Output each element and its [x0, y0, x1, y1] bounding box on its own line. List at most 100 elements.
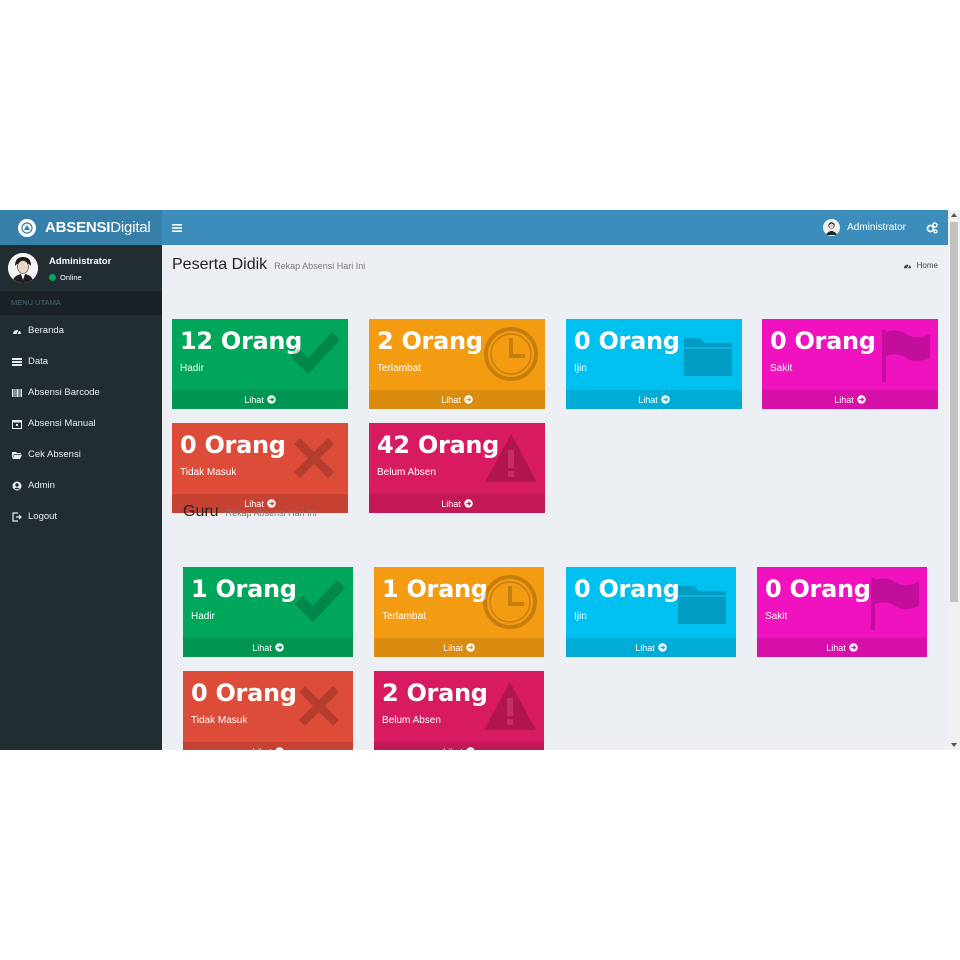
info-box-sakit: 0 Orang Sakit Lihat — [757, 567, 927, 657]
arrow-circle-right-icon — [857, 395, 866, 404]
info-box-link[interactable]: Lihat — [183, 742, 353, 750]
info-box-tidak-masuk: 0 Orang Tidak Masuk Lihat — [172, 423, 348, 513]
warning-icon — [484, 682, 536, 730]
logo-icon — [18, 218, 36, 237]
arrow-circle-right-icon — [466, 643, 475, 652]
sidebar-item-admin[interactable]: Admin — [0, 470, 162, 501]
info-box-label: Hadir — [191, 611, 215, 622]
info-box-label: Ijin — [574, 363, 587, 374]
section-title: Guru — [183, 503, 219, 520]
info-box-belum-absen: 42 Orang Belum Absen Lihat — [369, 423, 545, 513]
status-text: Online — [60, 273, 82, 282]
user-circle-icon — [12, 481, 22, 490]
check-icon — [295, 580, 345, 622]
scrollbar-thumb[interactable] — [950, 222, 958, 602]
arrow-circle-right-icon — [464, 395, 473, 404]
info-box-link[interactable]: Lihat — [369, 494, 545, 513]
info-box-tidak-masuk: 0 Orang Tidak Masuk Lihat — [183, 671, 353, 750]
arrow-circle-right-icon — [849, 643, 858, 652]
info-box-link[interactable]: Lihat — [374, 742, 544, 750]
sidebar-item-cek-absensi[interactable]: Cek Absensi — [0, 439, 162, 470]
info-box-link-label: Lihat — [244, 394, 264, 405]
dashboard-icon — [903, 264, 911, 269]
arrow-circle-right-icon — [658, 643, 667, 652]
arrow-circle-right-icon — [275, 643, 284, 652]
info-box-belum-absen: 2 Orang Belum Absen Lihat — [374, 671, 544, 750]
section-subtitle: Rekap Absensi Hari Ini — [225, 508, 317, 518]
info-box-label: Tidak Masuk — [180, 467, 237, 478]
warning-icon — [485, 434, 537, 482]
user-panel: Administrator Online — [0, 245, 162, 291]
section-subtitle: Rekap Absensi Hari Ini — [274, 261, 366, 271]
dashboard-icon — [13, 329, 21, 334]
clock-icon — [483, 575, 537, 629]
info-box-link[interactable]: Lihat — [369, 390, 545, 409]
info-box-label: Sakit — [765, 611, 788, 622]
sign-out-icon — [12, 511, 22, 522]
info-box-label: Sakit — [770, 363, 793, 374]
info-box-link-label: Lihat — [244, 498, 264, 509]
scroll-up-icon[interactable] — [951, 213, 957, 217]
list-icon — [12, 357, 22, 366]
info-box-link-label: Lihat — [441, 498, 461, 509]
sidebar-user-name: Administrator — [49, 256, 112, 267]
sidebar-item-label: Logout — [28, 511, 58, 522]
info-box-value: 1 Orang — [191, 575, 297, 603]
calendar-icon — [12, 419, 22, 429]
info-box-value: 0 Orang — [574, 575, 680, 603]
info-box-label: Belum Absen — [382, 715, 441, 726]
section-title: Peserta Didik — [172, 256, 268, 273]
sidebar-menu: Beranda Data Absensi Barcode Absensi Manual… — [0, 315, 162, 532]
info-box-value: 0 Orang — [180, 431, 286, 459]
sidebar: Administrator Online MENU UTAMA Beranda D… — [0, 245, 162, 750]
info-box-hadir: 12 Orang Hadir Lihat — [172, 319, 348, 409]
app-logo[interactable]: ABSENSIDigital — [0, 210, 162, 245]
top-navbar: Administrator — [162, 210, 948, 245]
info-box-link[interactable]: Lihat — [183, 638, 353, 657]
breadcrumb[interactable]: Home — [903, 261, 938, 270]
sidebar-item-absensi-barcode[interactable]: Absensi Barcode — [0, 377, 162, 408]
arrow-circle-right-icon — [267, 499, 276, 508]
info-box-terlambat: 2 Orang Terlambat Lihat — [369, 319, 545, 409]
sidebar-toggle-icon[interactable] — [172, 220, 186, 234]
info-box-link[interactable]: Lihat — [172, 390, 348, 409]
sidebar-item-label: Admin — [28, 480, 55, 491]
info-box-link[interactable]: Lihat — [566, 638, 736, 657]
info-box-link[interactable]: Lihat — [757, 638, 927, 657]
info-box-link[interactable]: Lihat — [566, 390, 742, 409]
arrow-circle-right-icon — [275, 747, 284, 750]
sidebar-item-logout[interactable]: Logout — [0, 501, 162, 532]
arrow-circle-right-icon — [464, 499, 473, 508]
sidebar-item-data[interactable]: Data — [0, 346, 162, 377]
sidebar-item-label: Absensi Manual — [28, 418, 96, 429]
sidebar-item-absensi-manual[interactable]: Absensi Manual — [0, 408, 162, 439]
info-box-label: Belum Absen — [377, 467, 436, 478]
info-box-sakit: 0 Orang Sakit Lihat — [762, 319, 938, 409]
sidebar-item-label: Data — [28, 356, 49, 367]
info-box-ijin: 0 Orang Ijin Lihat — [566, 567, 736, 657]
avatar — [823, 219, 841, 236]
section-header-guru: Guru Rekap Absensi Hari Ini — [183, 503, 317, 521]
info-box-link[interactable]: Lihat — [374, 638, 544, 657]
avatar — [8, 253, 38, 283]
times-icon — [299, 686, 339, 726]
folder-open-icon — [12, 451, 22, 459]
info-box-value: 12 Orang — [180, 327, 303, 355]
info-box-value: 2 Orang — [382, 679, 488, 707]
arrow-circle-right-icon — [661, 395, 670, 404]
info-box-hadir: 1 Orang Hadir Lihat — [183, 567, 353, 657]
times-icon — [294, 438, 334, 478]
gears-icon[interactable] — [926, 221, 940, 235]
scroll-down-icon[interactable] — [951, 743, 957, 747]
info-box-label: Tidak Masuk — [191, 715, 248, 726]
info-box-value: 0 Orang — [574, 327, 680, 355]
scrollbar[interactable] — [948, 210, 960, 750]
info-box-value: 1 Orang — [382, 575, 488, 603]
info-box-link[interactable]: Lihat — [172, 494, 348, 513]
info-box-link-label: Lihat — [826, 642, 846, 653]
navbar-user-menu[interactable]: Administrator — [823, 219, 906, 236]
check-icon — [290, 332, 340, 374]
sidebar-item-beranda[interactable]: Beranda — [0, 315, 162, 346]
sidebar-item-label: Beranda — [28, 325, 64, 336]
info-box-link[interactable]: Lihat — [762, 390, 938, 409]
